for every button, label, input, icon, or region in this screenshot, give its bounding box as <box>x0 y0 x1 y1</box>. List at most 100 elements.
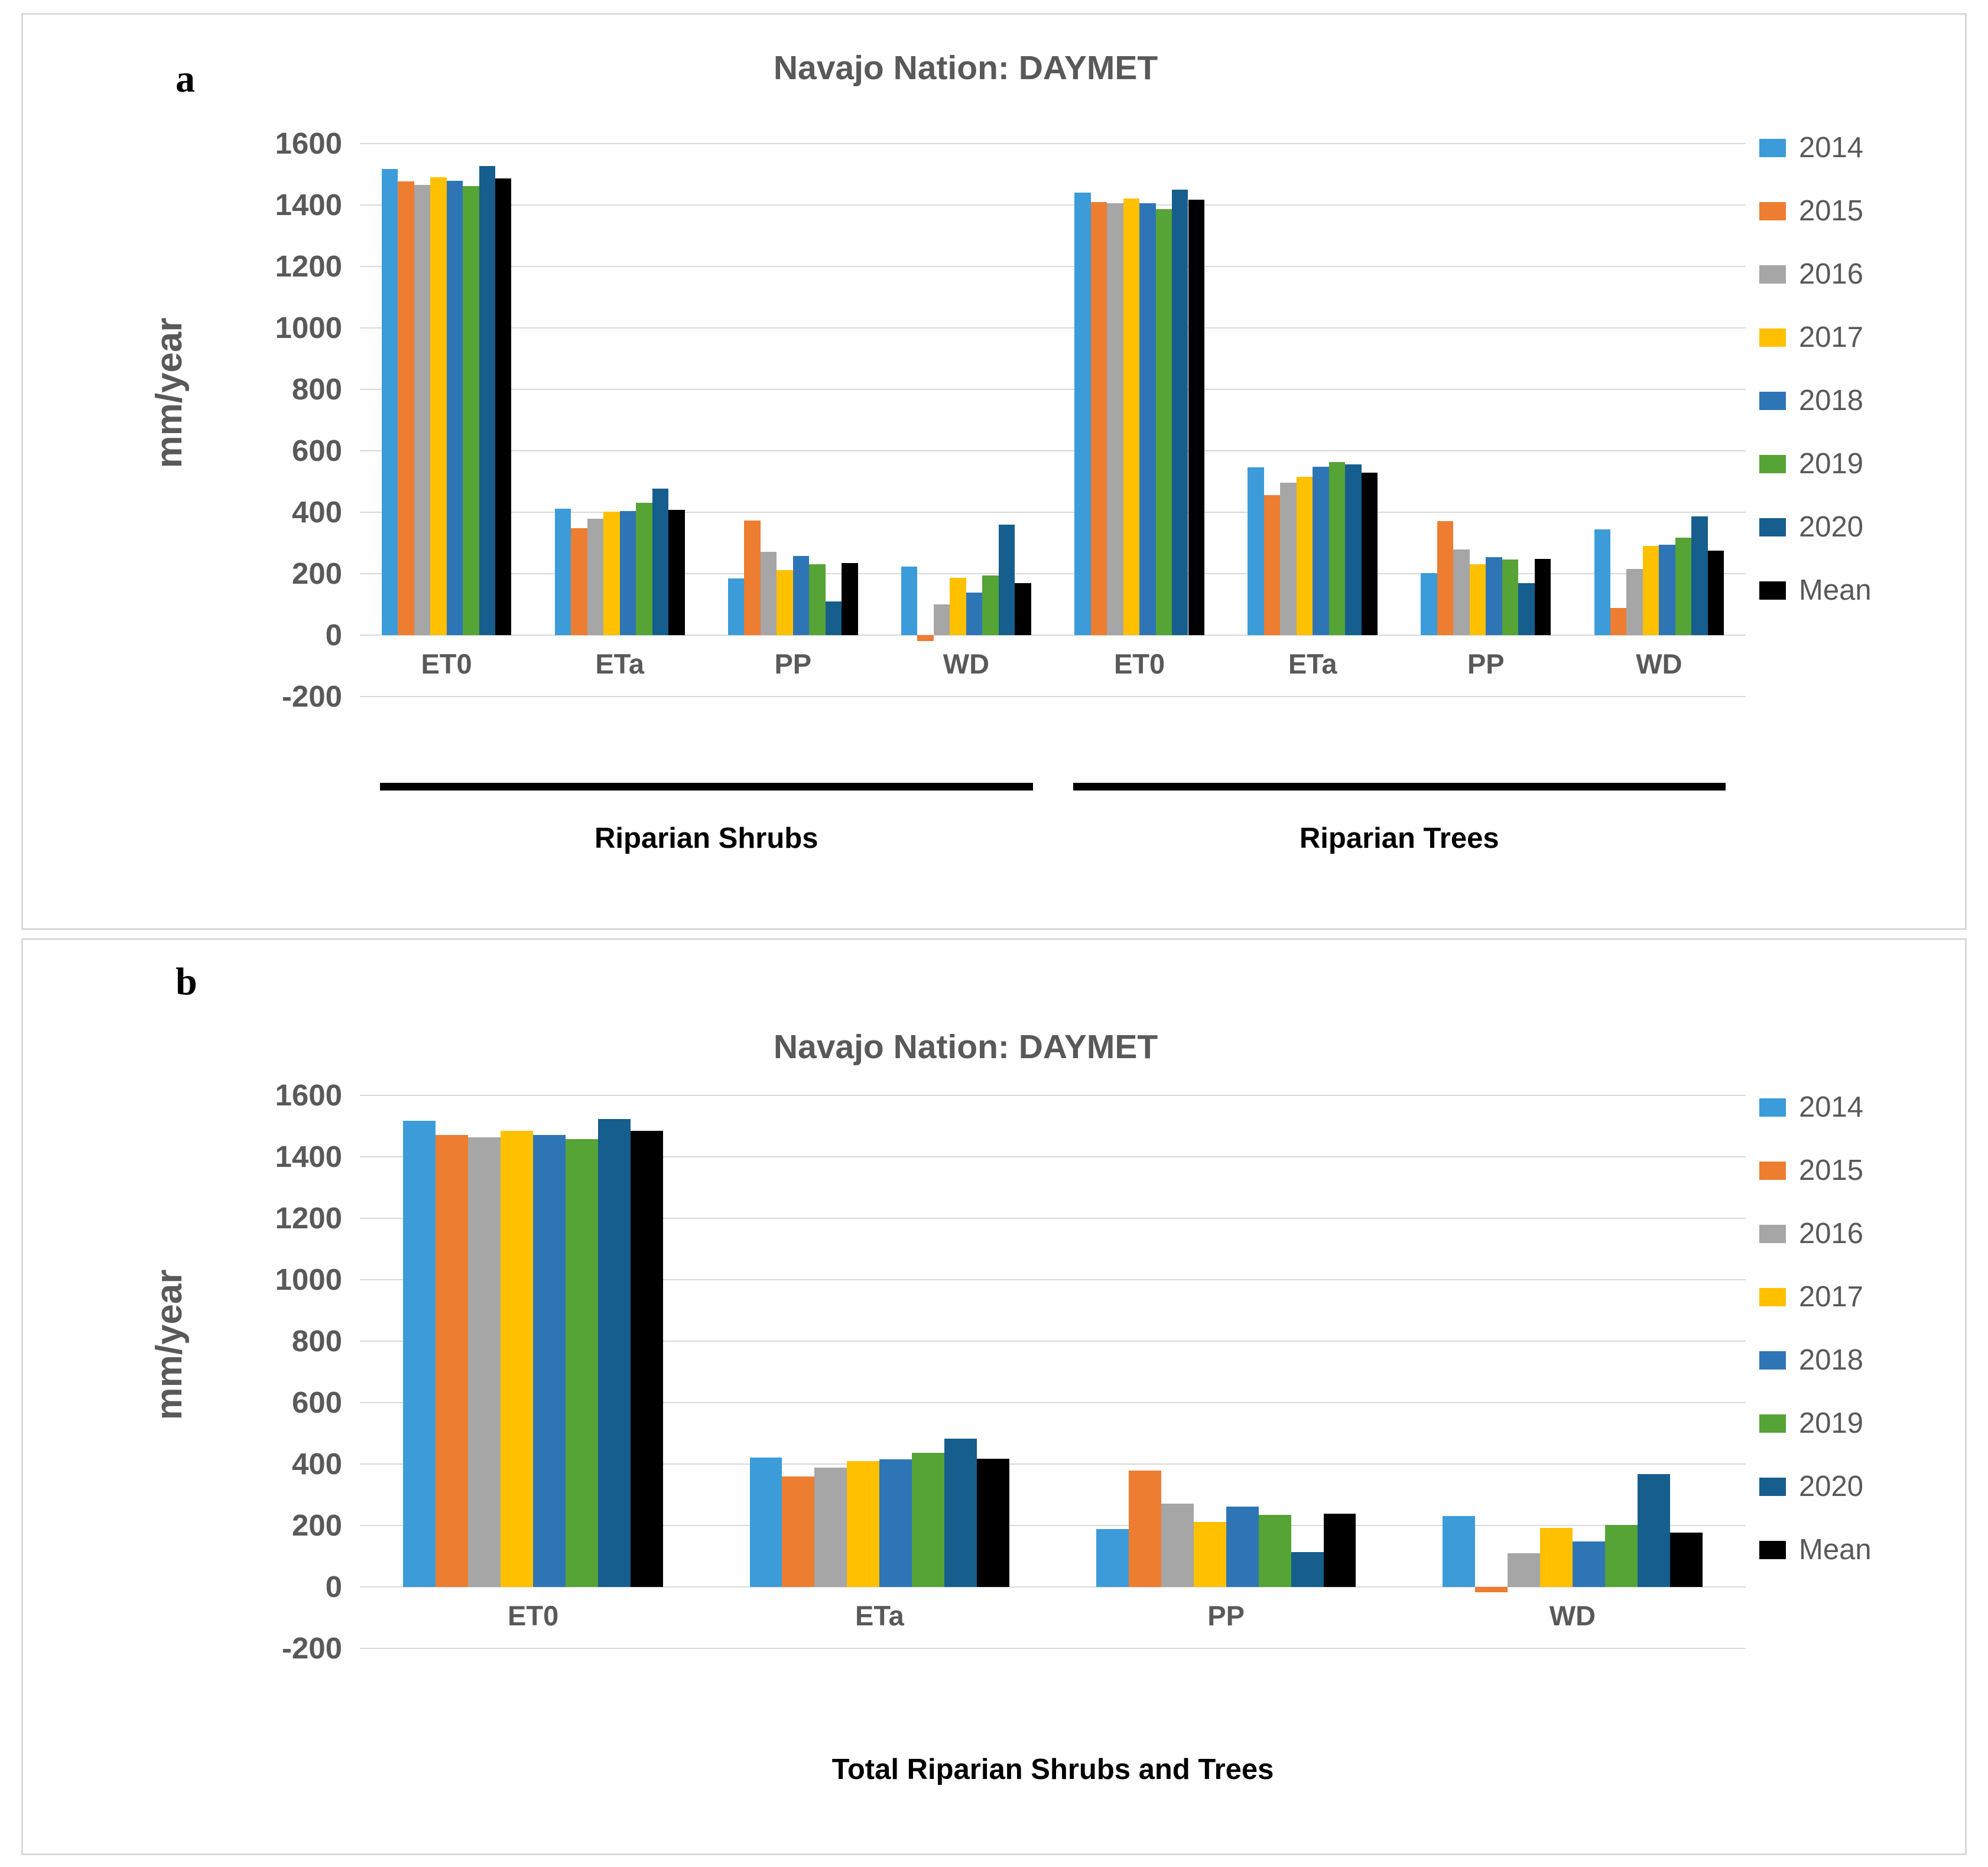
bar-2016-WD-7 <box>1626 569 1643 635</box>
gridline <box>360 573 1746 574</box>
x-category-label: ET0 <box>1113 648 1165 679</box>
gridline <box>360 1279 1746 1280</box>
legend-item: 2014 <box>1759 116 1872 180</box>
chart-title: Navajo Nation: DAYMET <box>773 1028 1158 1066</box>
gridline <box>360 266 1746 267</box>
legend-label: 2020 <box>1799 511 1864 543</box>
bar-2015-ETa-1 <box>782 1476 815 1587</box>
y-tick-label: 1200 <box>275 249 342 283</box>
gridline <box>360 327 1746 328</box>
bar-2019-ET0-4 <box>1155 209 1172 635</box>
gridline <box>360 1525 1746 1526</box>
bar-2018-ETa-1 <box>879 1459 912 1587</box>
legend-item: 2020 <box>1759 496 1872 559</box>
bar-2020-ET0-4 <box>1172 190 1188 635</box>
bar-2019-PP-2 <box>1258 1514 1291 1587</box>
bar-2014-ET0-4 <box>1074 193 1091 635</box>
bar-2014-ETa-5 <box>1248 467 1264 635</box>
legend-swatch-2019 <box>1759 455 1786 473</box>
legend-item: 2017 <box>1759 306 1872 369</box>
bar-Mean-PP-6 <box>1534 558 1551 635</box>
bar-2020-WD-3 <box>998 524 1015 635</box>
bar-2020-ETa-5 <box>1345 464 1362 635</box>
legend-swatch-2015 <box>1759 1162 1786 1180</box>
bar-2015-PP-2 <box>744 520 761 635</box>
legend-item: 2017 <box>1759 1266 1872 1329</box>
y-tick-label: -200 <box>281 1631 342 1665</box>
gridline <box>360 1648 1746 1649</box>
legend-item: 2020 <box>1759 1455 1872 1518</box>
bar-Mean-ET0-0 <box>495 178 512 635</box>
x-category-label: PP <box>1467 648 1505 679</box>
gridline <box>360 1341 1746 1342</box>
legend-item: 2019 <box>1759 432 1872 496</box>
bar-2020-PP-6 <box>1518 583 1535 635</box>
bar-2018-ET0-0 <box>533 1134 566 1587</box>
bar-2017-WD-7 <box>1642 545 1659 635</box>
legend-label: 2019 <box>1799 448 1864 480</box>
y-tick-label: 400 <box>291 495 342 529</box>
gridline <box>360 1586 1746 1588</box>
legend-label: 2018 <box>1799 1344 1864 1376</box>
bar-2019-ETa-1 <box>912 1452 945 1587</box>
bar-2016-ETa-1 <box>587 519 604 635</box>
legend-label: 2014 <box>1799 132 1864 164</box>
legend-item: 2016 <box>1759 243 1872 306</box>
bar-2014-WD-3 <box>1443 1515 1475 1587</box>
panel-b: b Navajo Nation: DAYMET mm/year 1600 1400… <box>21 938 1967 1855</box>
legend: 2014 2015 2016 2017 2018 2019 2020 Mean <box>1759 116 1872 622</box>
y-tick-label: 1000 <box>275 311 342 344</box>
bar-Mean-PP-2 <box>842 563 858 635</box>
y-tick-label: 1200 <box>275 1201 342 1235</box>
legend-swatch-2014 <box>1759 1098 1786 1117</box>
bar-2019-WD-7 <box>1675 538 1692 635</box>
x-category-label: WD <box>1549 1600 1596 1631</box>
bar-2015-WD-7 <box>1610 608 1627 635</box>
legend-item: 2016 <box>1759 1202 1872 1266</box>
bar-2016-PP-2 <box>1161 1503 1194 1587</box>
bar-2014-WD-7 <box>1594 529 1610 635</box>
bar-2018-ETa-5 <box>1313 467 1329 635</box>
gridline <box>360 1156 1746 1157</box>
gridline <box>360 204 1746 206</box>
bar-2019-ET0-0 <box>463 186 479 635</box>
section-underline <box>1073 783 1726 791</box>
y-tick-label: 0 <box>325 1570 342 1603</box>
bar-2014-PP-2 <box>727 578 745 635</box>
bar-2014-ET0-0 <box>381 168 398 635</box>
bar-Mean-ETa-1 <box>977 1458 1010 1587</box>
x-category-label: ET0 <box>421 648 472 679</box>
bar-Mean-ETa-5 <box>1361 473 1378 635</box>
y-tick-label: 400 <box>291 1447 342 1481</box>
bar-2019-ETa-5 <box>1328 462 1346 635</box>
section-underline <box>380 783 1033 791</box>
bar-2014-ET0-0 <box>403 1121 436 1587</box>
bar-2019-WD-3 <box>1604 1525 1638 1587</box>
group-axis-label: Total Riparian Shrubs and Trees <box>831 1754 1274 1785</box>
gridline <box>360 143 1746 144</box>
y-tick-label: 600 <box>291 434 342 467</box>
legend-item: Mean <box>1759 1518 1872 1582</box>
x-category-label: PP <box>774 648 812 679</box>
y-tick-label: -200 <box>281 679 342 713</box>
legend-item: 2019 <box>1759 1392 1872 1455</box>
bar-2020-PP-2 <box>1291 1552 1324 1587</box>
panel-letter-b: b <box>176 960 197 1003</box>
gridline <box>360 1218 1746 1219</box>
bar-2015-ETa-5 <box>1263 495 1281 635</box>
bar-2020-WD-7 <box>1691 516 1708 635</box>
y-tick-label: 800 <box>291 1324 342 1358</box>
gridline <box>360 389 1746 390</box>
chart-title: Navajo Nation: DAYMET <box>773 49 1158 87</box>
bar-2018-WD-3 <box>1572 1541 1605 1587</box>
legend-item: 2018 <box>1759 1329 1872 1392</box>
legend-swatch-2020 <box>1759 1478 1786 1496</box>
gridline <box>360 450 1746 451</box>
legend-swatch-Mean <box>1759 581 1786 600</box>
legend-swatch-Mean <box>1759 1541 1786 1559</box>
bar-2020-ET0-0 <box>479 166 495 635</box>
bar-2017-PP-6 <box>1469 564 1486 635</box>
bar-2018-ET0-0 <box>446 181 463 635</box>
bar-2018-ET0-4 <box>1139 203 1156 635</box>
bar-2014-PP-6 <box>1421 573 1437 635</box>
